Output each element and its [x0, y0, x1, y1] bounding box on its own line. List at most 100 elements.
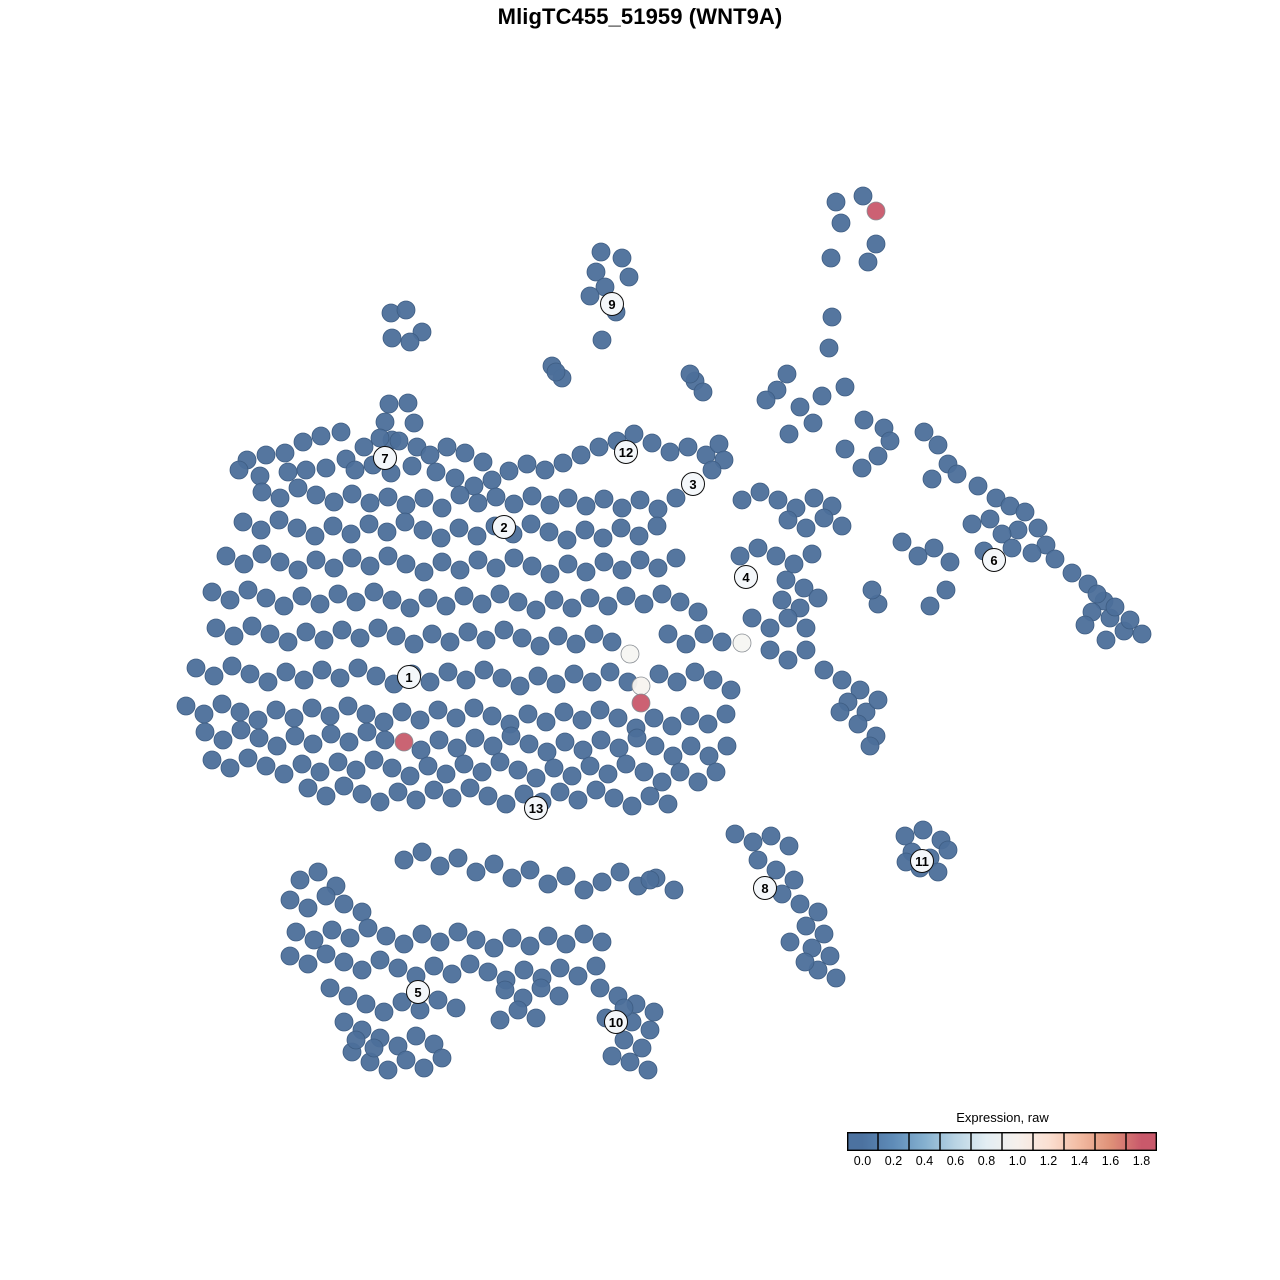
scatter-point[interactable] [776, 570, 796, 590]
scatter-point[interactable] [522, 556, 542, 576]
scatter-point[interactable] [370, 792, 390, 812]
scatter-point[interactable] [422, 624, 442, 644]
scatter-point[interactable] [359, 514, 379, 534]
scatter-point[interactable] [368, 618, 388, 638]
scatter-point[interactable] [330, 668, 350, 688]
scatter-point[interactable] [699, 746, 719, 766]
scatter-point[interactable] [572, 710, 592, 730]
scatter-point[interactable] [270, 488, 290, 508]
cluster-label-13[interactable]: 13 [524, 796, 548, 820]
scatter-point[interactable] [644, 708, 664, 728]
scatter-point[interactable] [678, 437, 698, 457]
scatter-point[interactable] [202, 750, 222, 770]
scatter-point[interactable] [354, 437, 374, 457]
scatter-point[interactable] [430, 932, 450, 952]
scatter-point[interactable] [612, 248, 632, 268]
scatter-point[interactable] [231, 720, 251, 740]
scatter-point[interactable] [574, 924, 594, 944]
scatter-point[interactable] [438, 662, 458, 682]
scatter-point[interactable] [796, 916, 816, 936]
scatter-point[interactable] [220, 758, 240, 778]
scatter-point[interactable] [352, 902, 372, 922]
scatter-point[interactable] [630, 550, 650, 570]
scatter-point[interactable] [940, 552, 960, 572]
scatter-point[interactable] [526, 1008, 546, 1028]
scatter-point[interactable] [356, 704, 376, 724]
scatter-point[interactable] [980, 509, 1000, 529]
scatter-point[interactable] [760, 618, 780, 638]
scatter-point[interactable] [388, 782, 408, 802]
scatter-point[interactable] [396, 495, 416, 515]
scatter-point[interactable] [826, 192, 846, 212]
scatter-point[interactable] [418, 756, 438, 776]
scatter-point[interactable] [460, 954, 480, 974]
scatter-point[interactable] [400, 332, 420, 352]
scatter-point[interactable] [334, 952, 354, 972]
scatter-point[interactable] [594, 489, 614, 509]
scatter-point[interactable] [892, 532, 912, 552]
scatter-point[interactable] [914, 422, 934, 442]
scatter-point[interactable] [424, 1034, 444, 1054]
scatter-point[interactable] [778, 650, 798, 670]
scatter-point[interactable] [504, 494, 524, 514]
scatter-point[interactable] [499, 461, 519, 481]
scatter-point[interactable] [342, 548, 362, 568]
scatter-point[interactable] [442, 964, 462, 984]
scatter-point[interactable] [216, 546, 236, 566]
scatter-point[interactable] [304, 930, 324, 950]
scatter-point[interactable] [413, 520, 433, 540]
scatter-point[interactable] [520, 860, 540, 880]
scatter-point[interactable] [680, 706, 700, 726]
scatter-point[interactable] [544, 590, 564, 610]
scatter-point[interactable] [1008, 520, 1028, 540]
scatter-point[interactable] [366, 666, 386, 686]
scatter-point[interactable] [526, 600, 546, 620]
scatter-point[interactable] [296, 622, 316, 642]
scatter-point[interactable] [706, 762, 726, 782]
scatter-point[interactable] [768, 490, 788, 510]
scatter-point[interactable] [832, 670, 852, 690]
scatter-point[interactable] [400, 598, 420, 618]
scatter-point[interactable] [666, 488, 686, 508]
scatter-point[interactable] [224, 626, 244, 646]
scatter-point[interactable] [681, 736, 701, 756]
scatter-point[interactable] [321, 724, 341, 744]
scatter-point[interactable] [460, 778, 480, 798]
scatter-point[interactable] [406, 1026, 426, 1046]
scatter-point[interactable] [772, 590, 792, 610]
scatter-point[interactable] [557, 530, 577, 550]
scatter-point[interactable] [430, 856, 450, 876]
scatter-point[interactable] [484, 854, 504, 874]
cluster-label-7[interactable]: 7 [373, 446, 397, 470]
scatter-point[interactable] [630, 490, 650, 510]
scatter-point[interactable] [352, 960, 372, 980]
scatter-point[interactable] [576, 562, 596, 582]
scatter-point[interactable] [406, 790, 426, 810]
scatter-point[interactable] [832, 516, 852, 536]
scatter-point[interactable] [634, 594, 654, 614]
scatter-point[interactable] [396, 554, 416, 574]
scatter-point[interactable] [928, 862, 948, 882]
scatter-point[interactable] [492, 668, 512, 688]
scatter-point[interactable] [895, 826, 915, 846]
scatter-point[interactable] [490, 752, 510, 772]
scatter-point[interactable] [288, 478, 308, 498]
scatter-point[interactable] [296, 460, 316, 480]
scatter-point[interactable] [364, 1038, 384, 1058]
scatter-point[interactable] [508, 592, 528, 612]
scatter-point[interactable] [213, 730, 233, 750]
scatter-point[interactable] [370, 428, 390, 448]
scatter-point[interactable] [276, 662, 296, 682]
scatter-point[interactable] [594, 552, 614, 572]
scatter-point[interactable] [483, 736, 503, 756]
scatter-point[interactable] [688, 772, 708, 792]
scatter-point[interactable] [377, 522, 397, 542]
scatter-point[interactable] [670, 762, 690, 782]
scatter-point[interactable] [364, 750, 384, 770]
scatter-point[interactable] [796, 640, 816, 660]
scatter-point[interactable] [556, 934, 576, 954]
scatter-point[interactable] [790, 397, 810, 417]
scatter-point[interactable] [230, 702, 250, 722]
scatter-point[interactable] [345, 460, 365, 480]
scatter-point[interactable] [663, 746, 683, 766]
